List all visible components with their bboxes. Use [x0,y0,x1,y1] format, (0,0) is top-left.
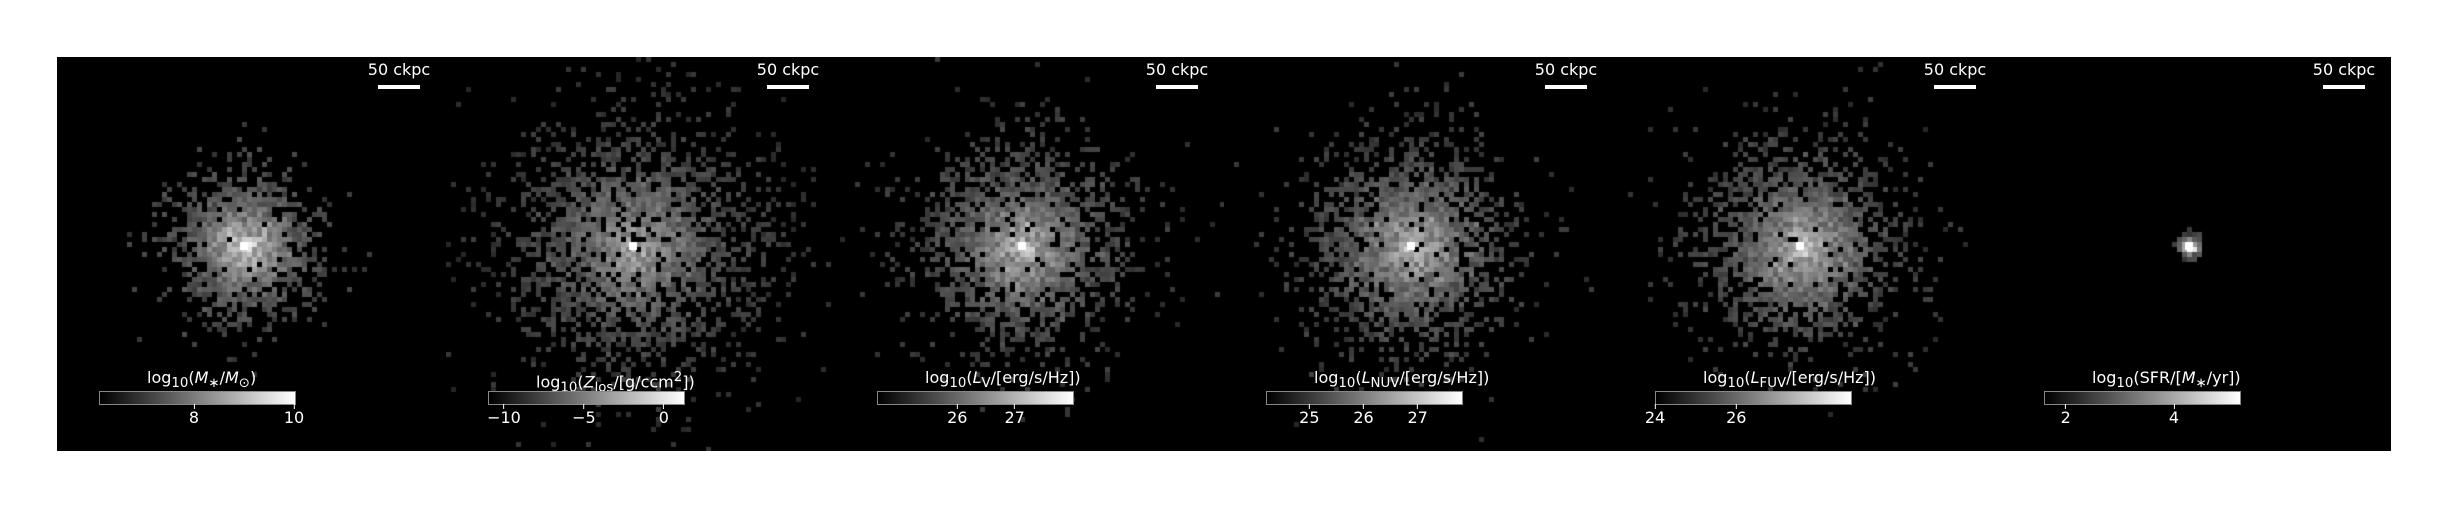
colorbar [1655,391,1852,405]
colorbar [488,391,685,405]
scale-bar-line [1156,85,1198,89]
colorbar-tick: 0 [659,404,669,426]
colorbar-tick: −10 [487,404,521,426]
tick-mark [293,404,295,409]
colorbar-tick: 8 [189,404,199,426]
colorbar [2044,391,2241,405]
colorbar-tick: 24 [1645,404,1665,426]
tick-label: 26 [1726,408,1747,427]
tick-label: 26 [947,408,968,427]
tick-label: 8 [188,408,200,427]
scale-bar-label: 50 ckpc [2312,60,2376,79]
scale-bar: 50 ckpc [354,61,444,89]
tick-label: 26 [1353,408,1374,427]
scale-bar: 50 ckpc [743,61,833,89]
scale-bar-line [767,85,809,89]
tick-label: 25 [1299,408,1320,427]
colorbar [99,391,296,405]
tick-mark [1362,404,1364,409]
colorbar-tick: −5 [572,404,596,426]
scale-bar-label: 50 ckpc [1923,60,1987,79]
colorbar-tick: 26 [947,404,967,426]
colorbar-ticks: 25 26 27 [1266,404,1463,428]
tick-label: 0 [658,408,669,427]
scale-bar: 50 ckpc [1132,61,1222,89]
tick-mark [663,404,665,409]
map-panel: 50 ckpc log10(LNUV/[erg/s/Hz]) 25 26 27 [1224,57,1613,451]
colorbar [1266,391,1463,405]
scale-bar-line [2323,85,2365,89]
colorbar-tick: 27 [1407,404,1428,427]
tick-mark [1735,404,1737,409]
colorbar-ticks: 26 27 [877,404,1074,428]
projection-map [446,57,835,451]
colorbar-title: log10(LFUV/[erg/s/Hz]) [1703,368,1877,392]
colorbar-tick: 27 [1004,404,1025,427]
scale-bar-line [1545,85,1587,89]
tick-label: 27 [1407,408,1428,427]
colorbar-tick: 4 [2169,404,2179,426]
map-panel: 50 ckpc log10(LFUV/[erg/s/Hz]) 24 26 [1613,57,2002,451]
colorbar-tick: 2 [2061,404,2071,426]
map-panel: 50 ckpc log10(Zlos/[g/ccm2]) −10 −5 0 [446,57,835,451]
tick-mark [503,404,505,409]
colorbar-tick: 10 [284,404,304,426]
tick-label: 24 [1644,408,1666,427]
tick-mark [193,404,195,409]
projection-map [2002,57,2391,451]
map-panel: 50 ckpc log10(LV/[erg/s/Hz]) 26 27 [835,57,1224,451]
tick-label: 10 [283,408,305,427]
map-panel: 50 ckpc log10(SFR/[M∗/yr]) 2 4 [2002,57,2391,451]
colorbar [877,391,1074,405]
colorbar-tick: 25 [1299,404,1320,427]
projection-map [835,57,1224,451]
colorbar-ticks: 24 26 [1645,404,1852,428]
tick-mark [1308,404,1310,409]
scale-bar: 50 ckpc [1910,61,2000,89]
projection-map [1224,57,1613,451]
colorbar-tick: 26 [1353,404,1374,427]
colorbar-title: log10(M∗/M⊙) [147,368,257,392]
tick-label: −5 [572,408,596,427]
tick-mark [1014,404,1016,409]
colorbar-title: log10(SFR/[M∗/yr]) [2092,368,2241,392]
scale-bar-line [1934,85,1976,89]
tick-mark [583,404,585,409]
tick-mark [2065,404,2067,409]
tick-mark [1417,404,1419,409]
projection-map [1613,57,2002,451]
colorbar-tick: 26 [1726,404,1746,426]
colorbar-ticks: 8 10 [99,404,304,428]
tick-mark [956,404,958,409]
tick-mark [1654,404,1656,409]
figure-panels: 50 ckpc log10(M∗/M⊙) 8 10 50 ckpc log10(Zlos/… [57,57,2391,451]
colorbar-title: log10(LV/[erg/s/Hz]) [925,368,1081,392]
tick-label: 2 [2060,408,2071,427]
colorbar-ticks: −10 −5 0 [487,404,685,428]
tick-label: 4 [2168,408,2180,427]
scale-bar-label: 50 ckpc [367,60,431,79]
projection-map [57,57,446,451]
tick-label: 27 [1004,408,1025,427]
tick-mark [2173,404,2175,409]
scale-bar-line [378,85,420,89]
scale-bar: 50 ckpc [1521,61,1611,89]
map-panel: 50 ckpc log10(M∗/M⊙) 8 10 [57,57,446,451]
scale-bar-label: 50 ckpc [756,60,820,79]
scale-bar-label: 50 ckpc [1145,60,1209,79]
scale-bar: 50 ckpc [2299,61,2389,89]
tick-label: −10 [487,408,521,427]
scale-bar-label: 50 ckpc [1534,60,1598,79]
colorbar-title: log10(LNUV/[erg/s/Hz]) [1314,368,1490,392]
